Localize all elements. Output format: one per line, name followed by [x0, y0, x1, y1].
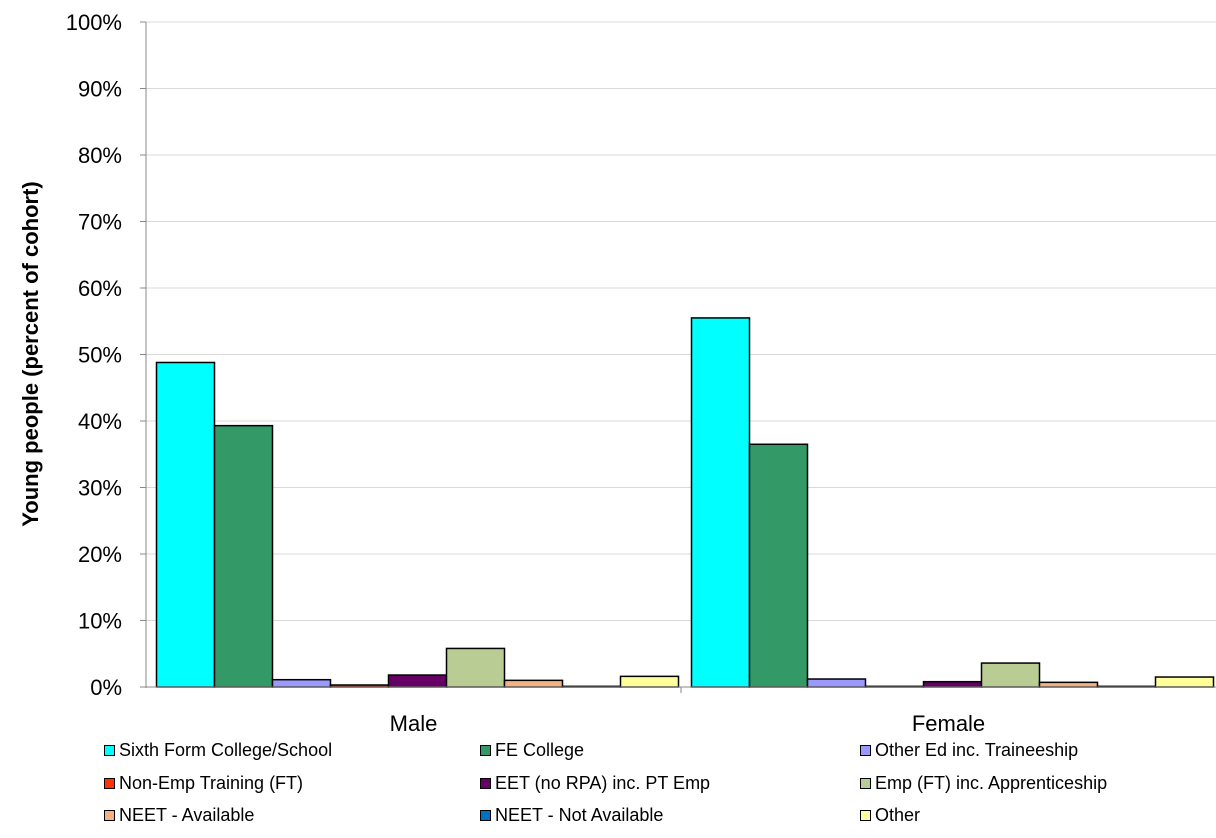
axes — [140, 21, 1216, 693]
y-tick-label: 0% — [90, 675, 122, 700]
y-tick-label: 60% — [78, 276, 122, 301]
legend-item: NEET - Available — [104, 803, 254, 827]
legend-item: NEET - Not Available — [480, 803, 663, 827]
bar-sixth-form-college-school-male — [155, 361, 216, 688]
y-tick-label: 50% — [78, 343, 122, 368]
bar-other-ed-inc-traineeship-female — [806, 678, 867, 688]
legend-item: Other Ed inc. Traineeship — [860, 738, 1078, 762]
tick-labels: 0% 10% 20% 30% 40% 50% 60% 70% 80% 90% 100% Male Fem… — [66, 10, 985, 736]
legend-swatch — [480, 744, 491, 756]
bars — [155, 317, 1215, 688]
bar-emp-ft-inc-apprenticeship-male — [445, 647, 506, 688]
legend-label: NEET - Not Available — [495, 804, 664, 825]
legend-swatch — [104, 744, 115, 756]
bar-neet-available-male — [503, 679, 564, 688]
legend-swatch — [104, 809, 115, 821]
bar-fe-college-female — [748, 443, 809, 688]
legend-item: Emp (FT) inc. Apprenticeship — [860, 771, 1107, 795]
bar-fe-college-male — [213, 424, 274, 688]
legend-swatch — [860, 809, 871, 821]
bar-other-male — [619, 675, 680, 688]
y-axis-title: Young people (percent of cohort) — [18, 181, 43, 526]
bar-emp-ft-inc-apprenticeship-female — [980, 662, 1041, 688]
bar-eet-no-rpa-inc-pt-emp-male — [387, 674, 448, 688]
legend-label: Emp (FT) inc. Apprenticeship — [875, 772, 1108, 793]
legend-swatch — [480, 809, 491, 821]
legend-swatch — [480, 777, 491, 789]
y-tick-label: 70% — [78, 210, 122, 235]
gridlines — [146, 21, 1216, 621]
y-tick-label: 30% — [78, 476, 122, 501]
y-tick-label: 80% — [78, 143, 122, 168]
y-tick-label: 40% — [78, 409, 122, 434]
legend-item: Sixth Form College/School — [104, 738, 332, 762]
legend-label: Sixth Form College/School — [119, 739, 333, 760]
y-tick-label: 20% — [78, 542, 122, 567]
legend-label: EET (no RPA) inc. PT Emp — [495, 772, 711, 793]
legend-item: Non-Emp Training (FT) — [104, 771, 303, 795]
legend-swatch — [860, 777, 871, 789]
x-category-label: Female — [912, 711, 985, 736]
legend-label: Non-Emp Training (FT) — [119, 772, 304, 793]
legend-label: Other Ed inc. Traineeship — [875, 739, 1079, 760]
legend-label: FE College — [495, 739, 585, 760]
x-category-label: Male — [390, 711, 438, 736]
y-tick-label: 90% — [78, 77, 122, 102]
bar-other-female — [1154, 676, 1215, 688]
legend-item: Other — [860, 803, 920, 827]
legend-item: FE College — [480, 738, 584, 762]
bar-neet-available-female — [1038, 681, 1099, 688]
legend-item: EET (no RPA) inc. PT Emp — [480, 771, 710, 795]
bar-other-ed-inc-traineeship-male — [271, 678, 332, 688]
bar-eet-no-rpa-inc-pt-emp-female — [922, 680, 983, 688]
legend-label: Other — [875, 804, 921, 825]
legend-swatch — [104, 777, 115, 789]
y-tick-label: 10% — [78, 609, 122, 634]
bar-sixth-form-college-school-female — [690, 317, 751, 688]
legend-swatch — [860, 744, 871, 756]
legend-label: NEET - Available — [119, 804, 255, 825]
y-tick-label: 100% — [66, 10, 122, 35]
